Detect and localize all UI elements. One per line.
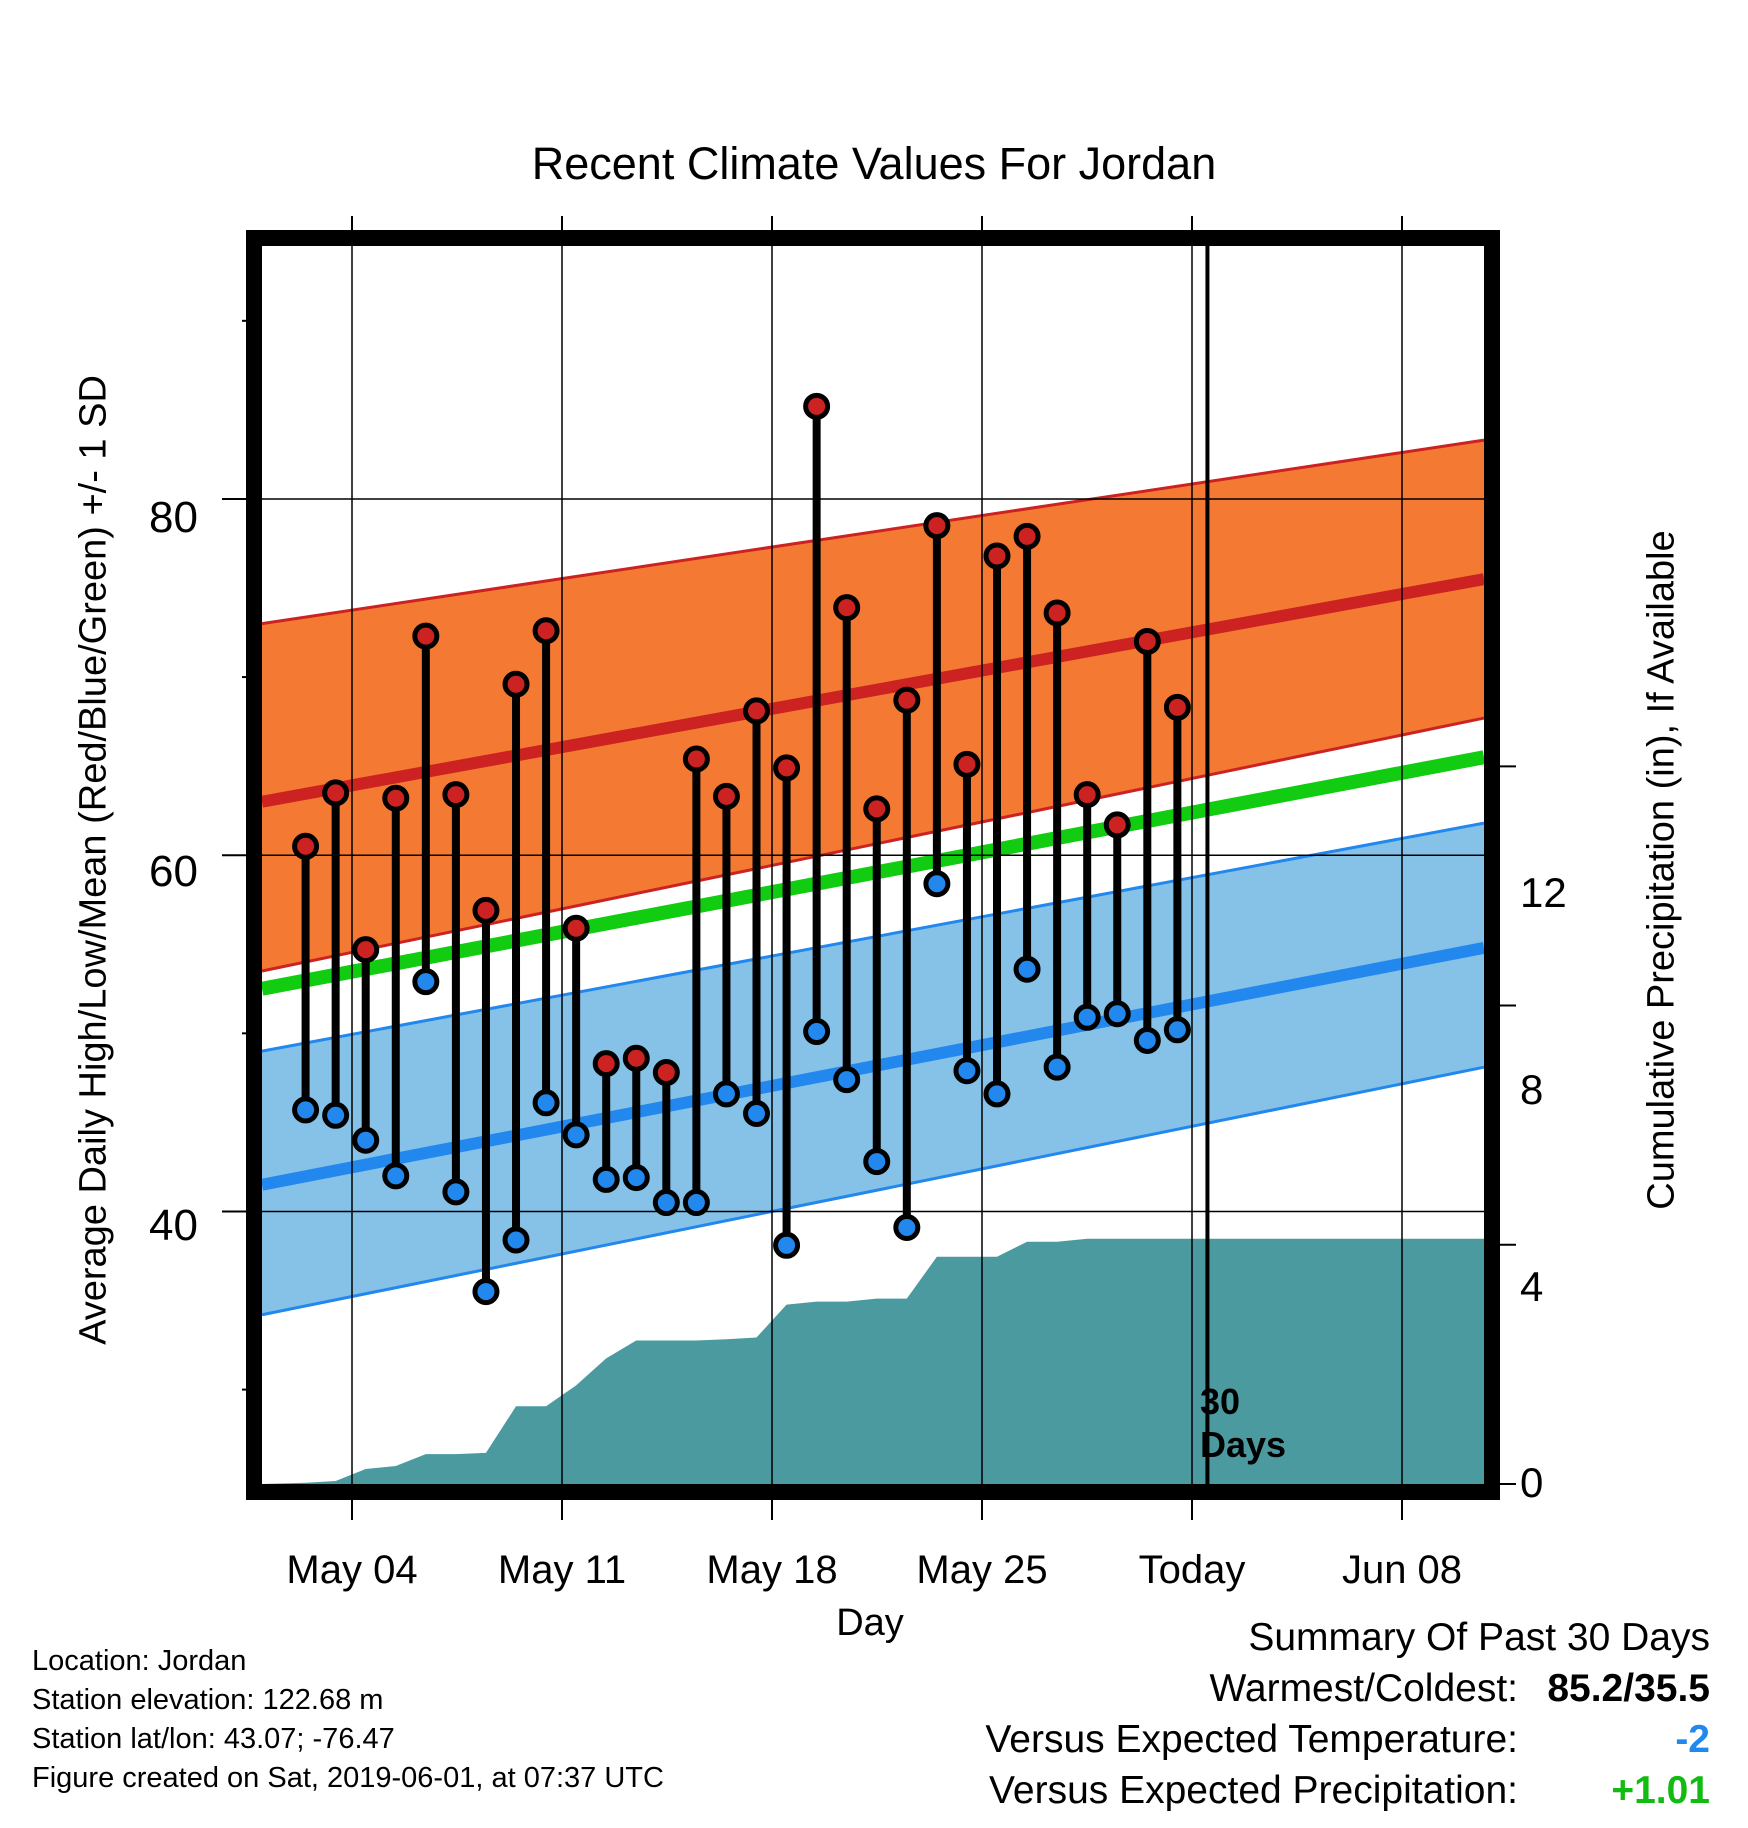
- high-temp-point: [773, 754, 801, 782]
- high-temp-point: [1043, 599, 1071, 627]
- normal-high-band-upper-edge: [261, 438, 1485, 626]
- low-temp-point: [682, 1189, 710, 1217]
- chart-title: Recent Climate Values For Jordan: [531, 138, 1217, 189]
- high-temp-point: [1163, 693, 1191, 721]
- summary-panel: Summary Of Past 30 Days Warmest/Coldest:…: [985, 1612, 1710, 1816]
- low-temp-point: [803, 1018, 831, 1046]
- high-temp-point: [382, 784, 410, 812]
- low-temp-point: [412, 968, 440, 996]
- high-temp-point: [562, 914, 590, 942]
- high-temp-point: [352, 936, 380, 964]
- x-tick-label: Jun 08: [1341, 1548, 1463, 1592]
- temp-departure-value: -2: [1675, 1718, 1710, 1761]
- temp-departure-label: Versus Expected Temperature:: [985, 1718, 1518, 1761]
- low-temp-point: [833, 1066, 861, 1094]
- y-left-tick-label: 80: [149, 493, 198, 542]
- low-temp-point: [652, 1189, 680, 1217]
- high-temp-point: [712, 782, 740, 810]
- y-axis-right-label: Cumulative Precipitation (in), If Availa…: [1640, 530, 1683, 1210]
- high-temp-point: [983, 542, 1011, 570]
- high-temp-point: [652, 1059, 680, 1087]
- low-temp-point: [863, 1148, 891, 1176]
- low-temp-point: [953, 1057, 981, 1085]
- low-temp-point: [1073, 1003, 1101, 1031]
- low-temp-point: [472, 1278, 500, 1306]
- x-tick-label: May 11: [497, 1548, 627, 1592]
- high-temp-point: [682, 745, 710, 773]
- created-text: Figure created on Sat, 2019-06-01, at 07…: [32, 1762, 664, 1794]
- precip-departure-label: Versus Expected Precipitation:: [989, 1769, 1518, 1812]
- high-temp-point: [1133, 627, 1161, 655]
- low-temp-point: [382, 1162, 410, 1190]
- high-temp-point: [322, 779, 350, 807]
- summary-heading: Summary Of Past 30 Days: [1248, 1616, 1710, 1659]
- today-days-label: 30 Days: [1200, 1381, 1287, 1466]
- warmest-value: 85.2/35.5: [1547, 1667, 1710, 1710]
- station-info: Location: Jordan Station elevation: 122.…: [32, 1642, 664, 1798]
- high-temp-point: [592, 1050, 620, 1078]
- high-temp-point: [1073, 781, 1101, 809]
- location-text: Location: Jordan: [32, 1645, 247, 1677]
- x-tick-label: May 25: [916, 1548, 1048, 1592]
- low-temp-point: [1163, 1016, 1191, 1044]
- low-temp-point: [352, 1126, 380, 1154]
- x-tick-label: May 18: [706, 1548, 838, 1592]
- low-temp-point: [322, 1101, 350, 1129]
- y-right-tick-label: 12: [1520, 869, 1567, 916]
- y-right-tick-label: 0: [1520, 1459, 1544, 1506]
- low-temp-point: [502, 1226, 530, 1254]
- low-temp-point: [1103, 1000, 1131, 1028]
- low-temp-point: [562, 1121, 590, 1149]
- plot-frame: [246, 230, 1500, 1500]
- low-temp-point: [712, 1080, 740, 1108]
- normal-high-band: [262, 440, 1484, 971]
- low-temp-point: [292, 1096, 320, 1124]
- precip-area: [262, 1238, 1484, 1484]
- latlon-text: Station lat/lon: 43.07; -76.47: [32, 1723, 395, 1755]
- high-temp-point: [1013, 522, 1041, 550]
- high-temp-point: [833, 594, 861, 622]
- y-right-tick-label: 8: [1520, 1066, 1544, 1113]
- low-temp-point: [773, 1231, 801, 1259]
- y-left-tick-label: 60: [149, 847, 198, 896]
- high-temp-point: [743, 697, 771, 725]
- high-temp-point: [412, 622, 440, 650]
- low-temp-point: [592, 1165, 620, 1193]
- elevation-text: Station elevation: 122.68 m: [32, 1684, 384, 1716]
- low-temp-point: [532, 1089, 560, 1117]
- low-temp-point: [923, 870, 951, 898]
- high-temp-point: [502, 670, 530, 698]
- normal-low-band-lower-edge: [261, 1065, 1485, 1317]
- y-right-tick-label: 4: [1520, 1263, 1544, 1310]
- high-temp-point: [292, 832, 320, 860]
- low-temp-point: [442, 1178, 470, 1206]
- high-temp-point: [803, 392, 831, 420]
- low-temp-point: [743, 1099, 771, 1127]
- x-tick-label: May 04: [286, 1548, 418, 1592]
- high-temp-point: [622, 1044, 650, 1072]
- low-temp-point: [1133, 1026, 1161, 1054]
- low-temp-point: [1013, 955, 1041, 983]
- high-temp-point: [442, 781, 470, 809]
- low-temp-point: [983, 1080, 1011, 1108]
- high-temp-point: [893, 686, 921, 714]
- high-temp-point: [532, 617, 560, 645]
- x-tick-label: Today: [1138, 1548, 1246, 1592]
- precip-departure-value: +1.01: [1611, 1769, 1710, 1812]
- low-temp-point: [622, 1164, 650, 1192]
- high-temp-point: [863, 795, 891, 823]
- high-temp-point: [953, 750, 981, 778]
- low-temp-point: [1043, 1053, 1071, 1081]
- x-axis-label: Day: [836, 1602, 904, 1644]
- high-temp-point: [472, 896, 500, 924]
- y-left-tick-label: 40: [149, 1201, 198, 1250]
- warmest-label: Warmest/Coldest:: [1209, 1667, 1518, 1710]
- high-temp-point: [1103, 811, 1131, 839]
- high-temp-point: [923, 512, 951, 540]
- normal-high-line: [260, 573, 1486, 808]
- low-temp-point: [893, 1213, 921, 1241]
